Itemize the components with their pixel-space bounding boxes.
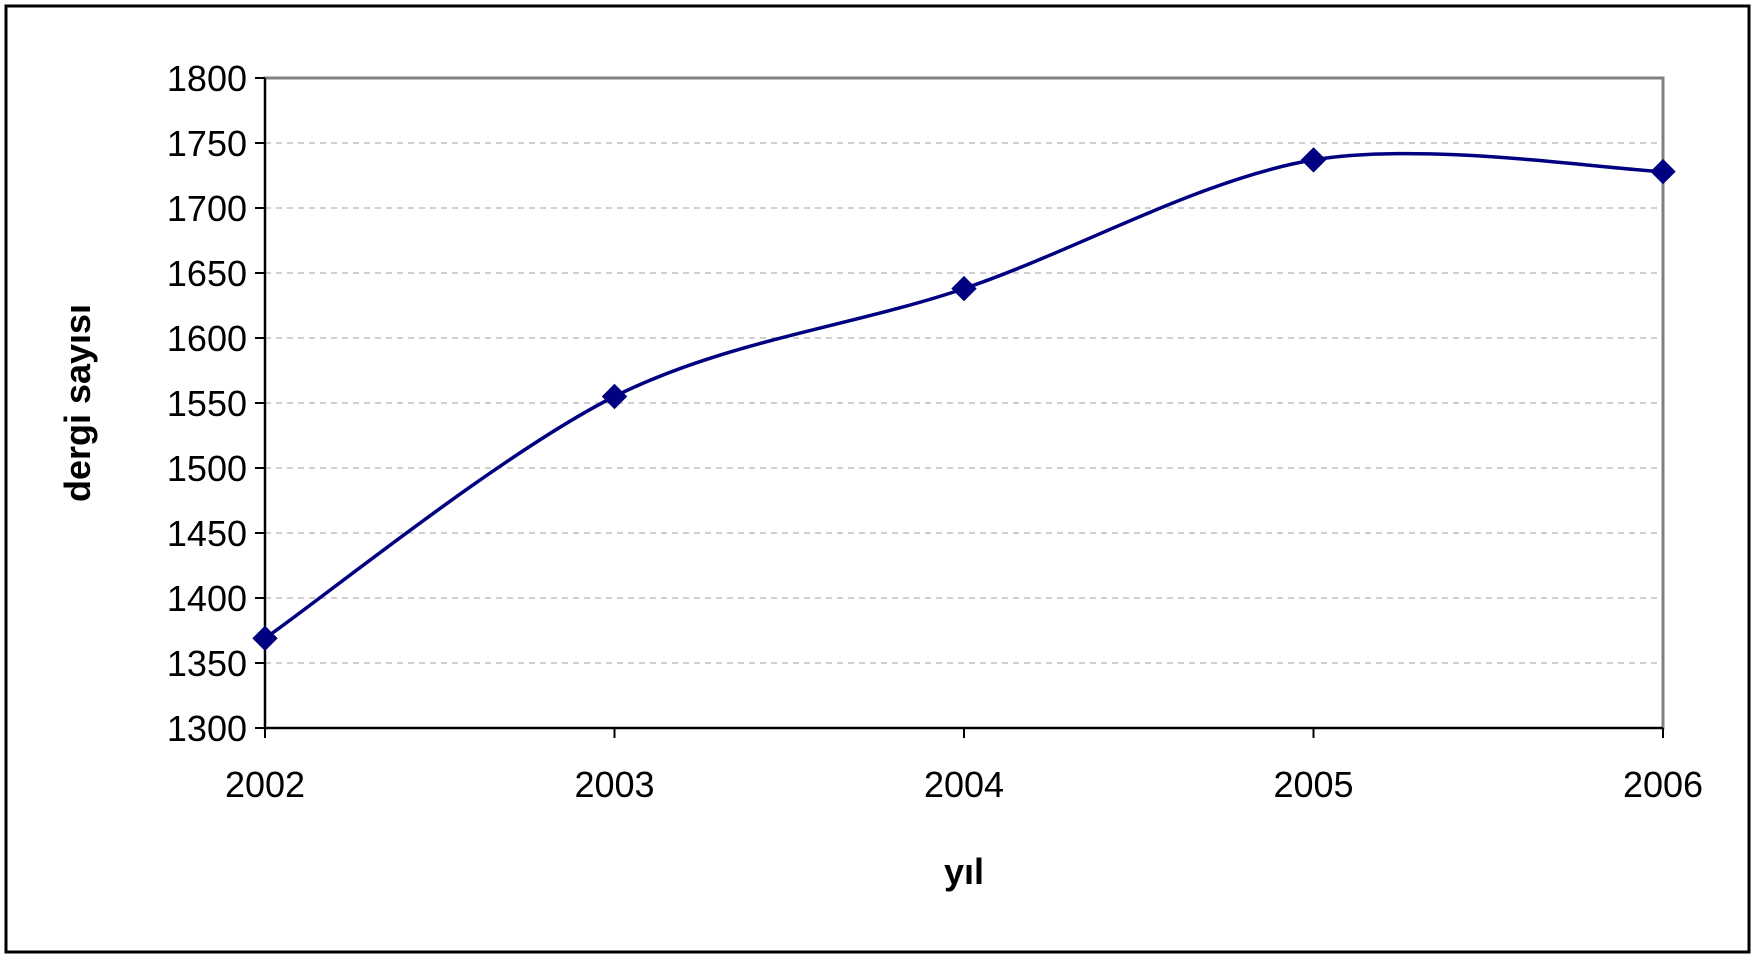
chart-outer-border [4,4,1751,954]
data-point-marker [601,383,628,410]
data-point-marker [1650,158,1676,185]
y-tick-label: 1400 [167,578,247,619]
x-tick-label: 2002 [225,764,305,805]
y-axis-ticks: 1300 1350 1400 1450 1500 1550 1600 1650 1700 1750… [167,58,265,749]
y-tick-label: 1450 [167,513,247,554]
y-axis-title: dergi sayısı [57,304,98,502]
x-axis-title: yıl [944,851,984,892]
data-point-marker [1300,147,1327,173]
data-point-marker [252,625,278,652]
x-tick-label: 2005 [1273,764,1353,805]
y-tick-label: 1700 [167,188,247,229]
x-tick-label: 2004 [924,764,1004,805]
y-tick-label: 1750 [167,123,247,164]
y-tick-label: 1550 [167,383,247,424]
series [252,147,1676,652]
y-tick-label: 1500 [167,448,247,489]
y-tick-label: 1350 [167,643,247,684]
x-tick-label: 2003 [574,764,654,805]
x-axis-ticks: 2002 2003 2004 2005 2006 [225,78,1703,805]
y-tick-label: 1800 [167,58,247,99]
y-tick-label: 1300 [167,708,247,749]
data-point-marker [951,275,977,302]
x-tick-label: 2006 [1623,764,1703,805]
y-tick-label: 1650 [167,253,247,294]
y-tick-label: 1600 [167,318,247,359]
